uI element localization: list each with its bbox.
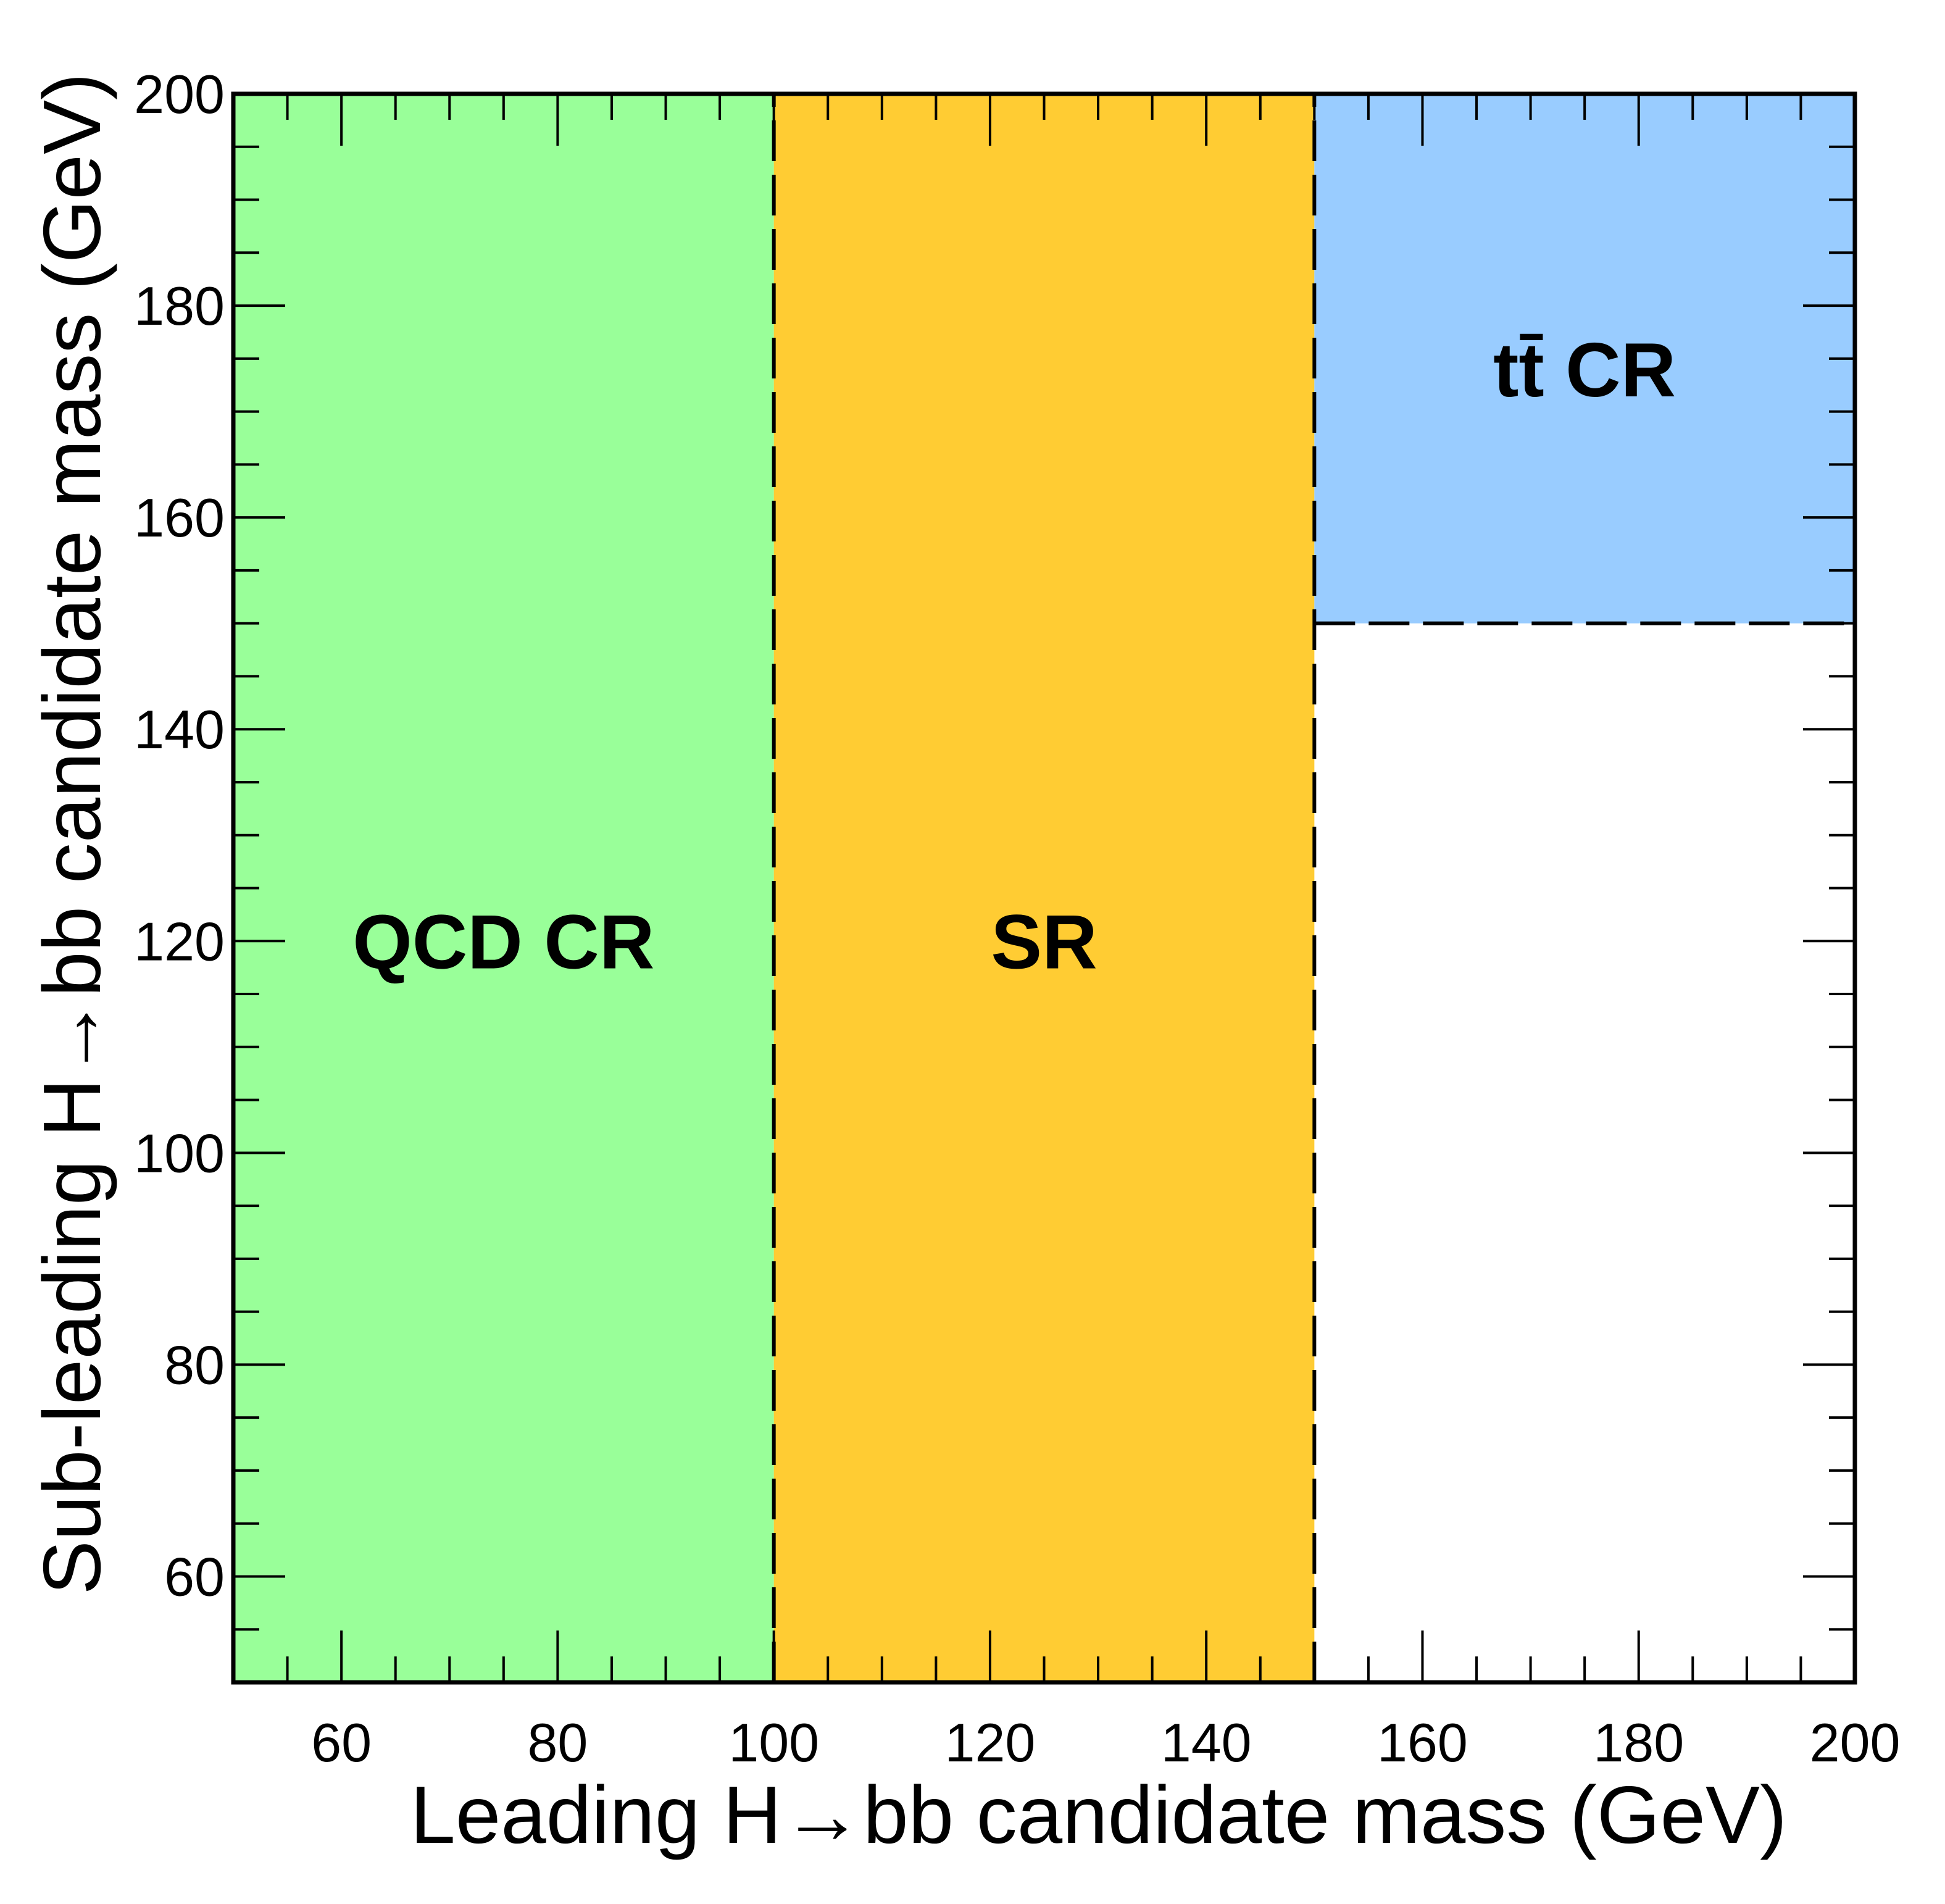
region-label-qcd-cr: QCD CR (352, 900, 654, 985)
y-tick-label: 140 (134, 699, 225, 760)
y-tick-label: 180 (134, 275, 225, 336)
region-sr (773, 94, 1315, 1682)
y-tick-label: 160 (134, 487, 225, 548)
x-tick-label: 60 (311, 1712, 372, 1773)
x-tick-label: 100 (728, 1712, 819, 1773)
region-qcd-cr (233, 94, 774, 1682)
regions-layer (233, 94, 1855, 1682)
x-tick-label: 160 (1377, 1712, 1468, 1773)
region-label-ttbar-cr: tt̄ CR (1493, 328, 1676, 413)
region-labels: QCD CR SR tt̄ CR (352, 328, 1676, 985)
y-tick-label: 80 (164, 1334, 225, 1395)
y-tick-label: 200 (134, 64, 225, 125)
plot-frame (231, 91, 1857, 1685)
x-tick-labels: 60 80 100 120 140 160 180 200 (311, 1712, 1900, 1773)
y-axis-title: Sub-leading H→bb candidate mass (GeV) (27, 73, 117, 1595)
x-tick-label: 180 (1593, 1712, 1684, 1773)
region-ttbar-cr (1314, 94, 1855, 624)
x-tick-label: 200 (1810, 1712, 1901, 1773)
x-tick-label: 140 (1161, 1712, 1252, 1773)
y-tick-label: 120 (134, 911, 225, 972)
y-tick-label: 60 (164, 1546, 225, 1607)
x-tick-label: 120 (945, 1712, 1036, 1773)
y-tick-label: 100 (134, 1122, 225, 1184)
boundaries-layer (772, 94, 1855, 1682)
y-tick-labels: 60 80 100 120 140 160 180 200 (134, 64, 225, 1607)
x-tick-label: 80 (527, 1712, 588, 1773)
x-axis-title: Leading H→bb candidate mass (GeV) (410, 1769, 1787, 1860)
region-label-sr: SR (991, 900, 1097, 985)
ticks-layer (233, 94, 1855, 1682)
